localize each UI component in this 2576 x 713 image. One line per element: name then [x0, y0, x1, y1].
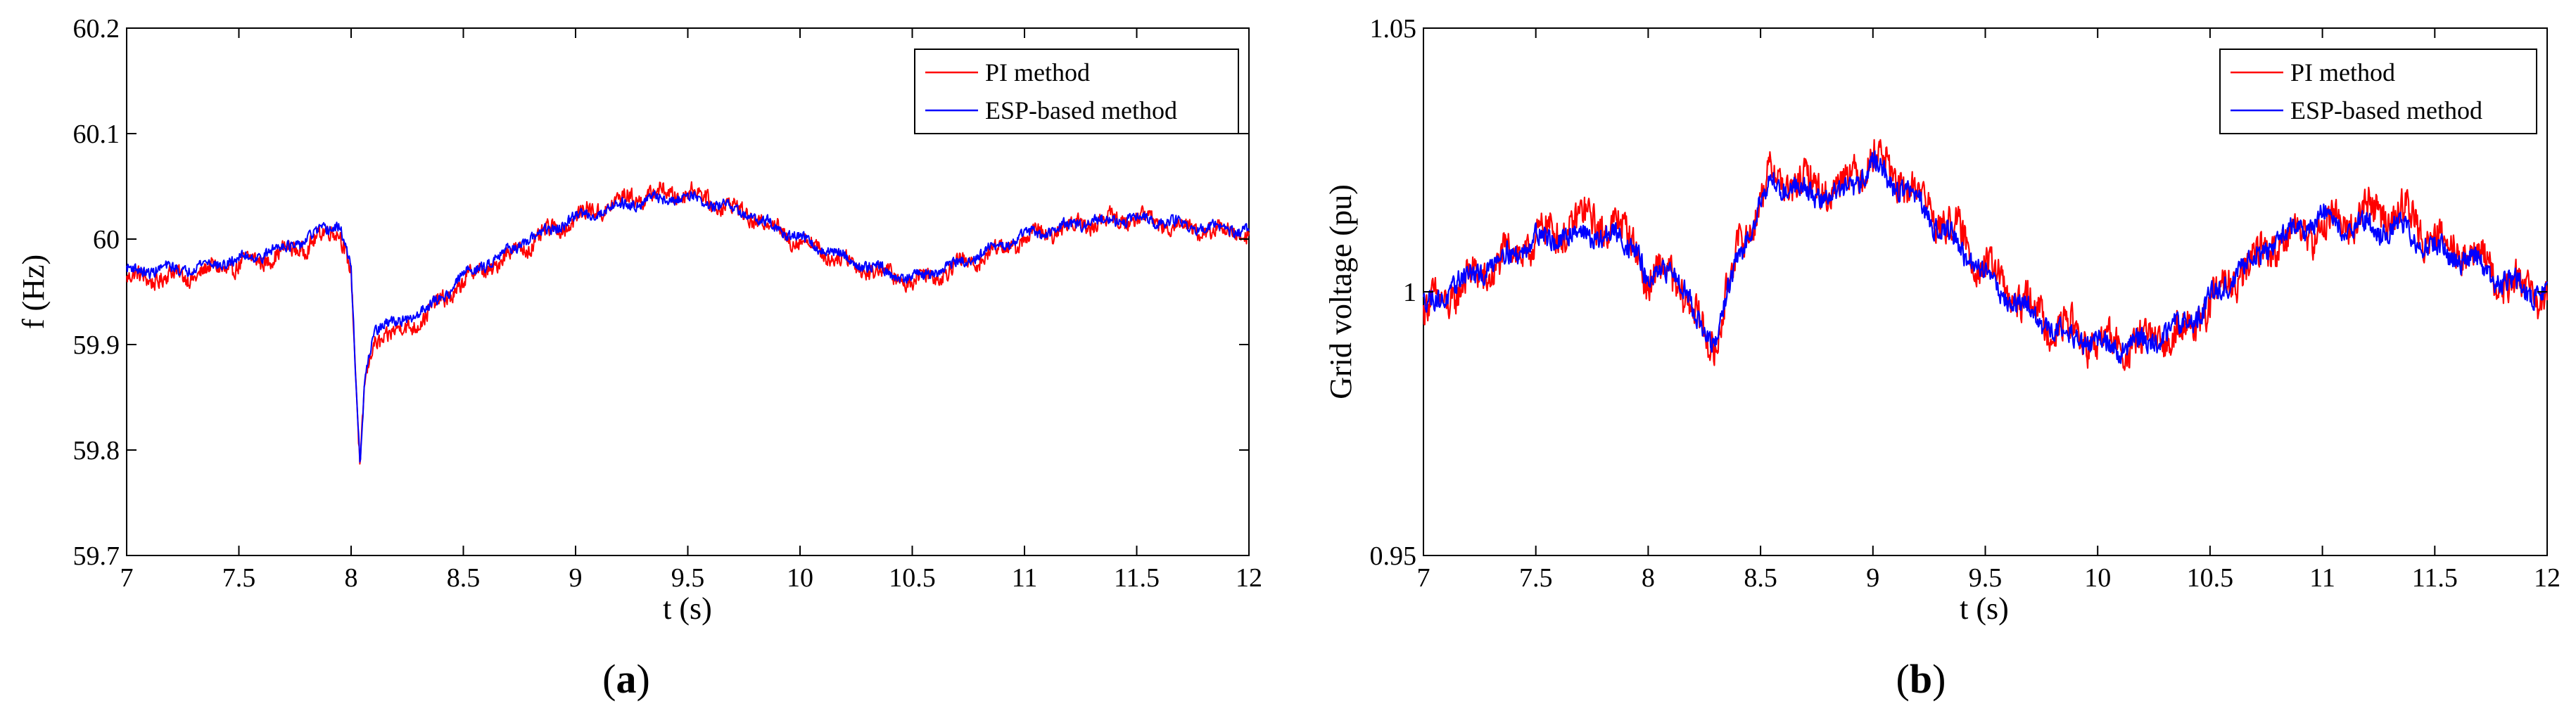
panel-b-y-tick-label: 1.05	[1370, 14, 1417, 44]
panel-a-x-tick-label: 9	[569, 563, 583, 593]
panel-a-series-layer	[126, 181, 1250, 465]
panel-a-caption-letter: a	[616, 656, 637, 702]
panel-a-x-tick-label: 10.5	[889, 563, 936, 593]
panel-a-y-axis-label: f (Hz)	[16, 255, 51, 329]
panel-b-x-tick-label: 8	[1642, 563, 1655, 593]
panel-b-legend-label-esp: ESP-based method	[2290, 96, 2482, 124]
panel-a-legend-label-pi: PI method	[985, 58, 1090, 86]
panel-a-y-tick-label: 59.9	[73, 330, 120, 360]
panel-b-x-tick-label: 7	[1417, 563, 1430, 593]
panel-a-y-tick-label: 60.2	[73, 14, 120, 44]
panel-b-caption-close: )	[1932, 656, 1946, 702]
panel-b-series-esp-based-method-line	[1422, 150, 2549, 364]
panel-a-x-axis-label: t (s)	[663, 591, 712, 626]
panel-a-series-esp-based-method-line	[126, 190, 1250, 463]
panel-a-x-tick-label: 8	[345, 563, 358, 593]
panel-b-series-layer	[1422, 139, 2549, 371]
panel-b-y-tick-label: 1	[1403, 278, 1416, 307]
panel-a-legend-box	[914, 49, 1239, 134]
panel-a-ticks-layer: 7 7.5 8 8.5 9 9.5 10 10.5 11 11.5 12 59.7 59.8 59.9 60…	[73, 14, 1263, 593]
panel-b-legend-box	[2219, 49, 2537, 134]
panel-a-x-tick-label: 7.5	[222, 563, 256, 593]
panel-b-caption: (b)	[1896, 656, 1946, 702]
panel-b-x-tick-label: 7.5	[1519, 563, 1553, 593]
panel-b-legend: PI method ESP-based method	[2219, 49, 2537, 134]
panel-a-x-tick-label: 10	[787, 563, 813, 593]
panel-a-x-tick-label: 11	[1012, 563, 1038, 593]
panel-b-y-axis-label: Grid voltage (pu)	[1324, 184, 1358, 399]
panel-b-x-tick-label: 9.5	[1969, 563, 2003, 593]
panel-b-x-tick-label: 11.5	[2412, 563, 2458, 593]
panel-b-x-tick-label: 11	[2309, 563, 2335, 593]
panel-a-y-tick-label: 59.7	[73, 541, 120, 571]
panel-b-caption-letter: b	[1910, 656, 1932, 702]
panel-a-x-tick-label: 11.5	[1114, 563, 1160, 593]
panel-a-x-tick-label: 9.5	[671, 563, 705, 593]
panel-a-y-tick-label: 60	[93, 225, 120, 255]
panel-a-frequency-chart: 7 7.5 8 8.5 9 9.5 10 10.5 11 11.5 12 59.7 59.8 59.9 60…	[16, 14, 1262, 702]
panel-b-caption-open: (	[1896, 656, 1910, 702]
panel-a-legend-label-esp: ESP-based method	[985, 96, 1177, 124]
panel-b-x-tick-label: 8.5	[1744, 563, 1777, 593]
panel-b-series-pi-method-line	[1422, 139, 2549, 371]
panel-b-x-tick-label: 10	[2084, 563, 2111, 593]
panel-a-x-tick-label: 7	[120, 563, 134, 593]
panel-b-x-axis-label: t (s)	[1960, 591, 2009, 626]
panel-b-x-tick-label: 9	[1866, 563, 1879, 593]
panel-b-x-tick-label: 12	[2534, 563, 2561, 593]
panel-a-x-tick-label: 12	[1236, 563, 1262, 593]
panel-a-y-tick-label: 60.1	[73, 120, 120, 149]
panel-a-caption-open: (	[602, 656, 616, 702]
panel-a-legend: PI method ESP-based method	[914, 49, 1239, 134]
panel-a-caption: (a)	[602, 656, 650, 702]
panel-a-series-pi-method-line	[126, 181, 1250, 465]
panel-b-y-tick-label: 0.95	[1370, 541, 1417, 571]
panel-b-grid-voltage-chart: 7 7.5 8 8.5 9 9.5 10 10.5 11 11.5 12 0.95 1 1.05 PI m…	[1324, 14, 2561, 702]
panel-a-y-tick-label: 59.8	[73, 436, 120, 465]
panel-a-caption-close: )	[637, 656, 650, 702]
panel-a-x-tick-label: 8.5	[447, 563, 481, 593]
panel-b-ticks-layer: 7 7.5 8 8.5 9 9.5 10 10.5 11 11.5 12 0.95 1 1.05	[1370, 14, 2561, 593]
panel-b-x-tick-label: 10.5	[2187, 563, 2234, 593]
panel-b-legend-label-pi: PI method	[2290, 58, 2395, 86]
